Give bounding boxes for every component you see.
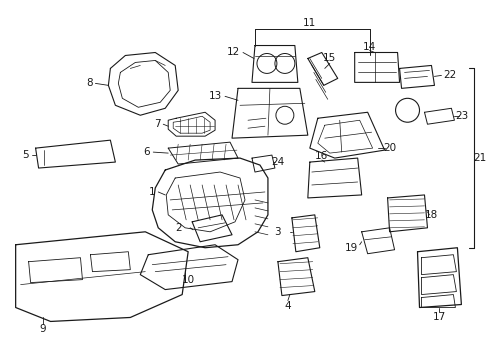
- Text: 6: 6: [144, 147, 150, 157]
- Text: 14: 14: [363, 41, 376, 51]
- Text: 5: 5: [22, 150, 28, 160]
- Text: 10: 10: [182, 275, 195, 285]
- Text: 12: 12: [227, 48, 240, 58]
- Text: 7: 7: [154, 119, 160, 129]
- Text: 8: 8: [86, 78, 93, 88]
- Text: 13: 13: [209, 91, 222, 101]
- Text: 15: 15: [323, 54, 336, 63]
- Text: 19: 19: [345, 243, 358, 253]
- Text: 16: 16: [315, 151, 328, 161]
- Text: 24: 24: [271, 157, 285, 167]
- Text: 21: 21: [474, 153, 487, 163]
- Text: 2: 2: [175, 223, 181, 233]
- Text: 3: 3: [274, 227, 281, 237]
- Text: 23: 23: [455, 111, 468, 121]
- Text: 18: 18: [425, 210, 438, 220]
- Text: 1: 1: [149, 187, 156, 197]
- Text: 20: 20: [383, 143, 396, 153]
- Text: 17: 17: [433, 312, 446, 323]
- Text: 22: 22: [443, 71, 456, 80]
- Text: 4: 4: [285, 301, 291, 311]
- Text: 11: 11: [303, 18, 317, 28]
- Text: 9: 9: [39, 324, 46, 334]
